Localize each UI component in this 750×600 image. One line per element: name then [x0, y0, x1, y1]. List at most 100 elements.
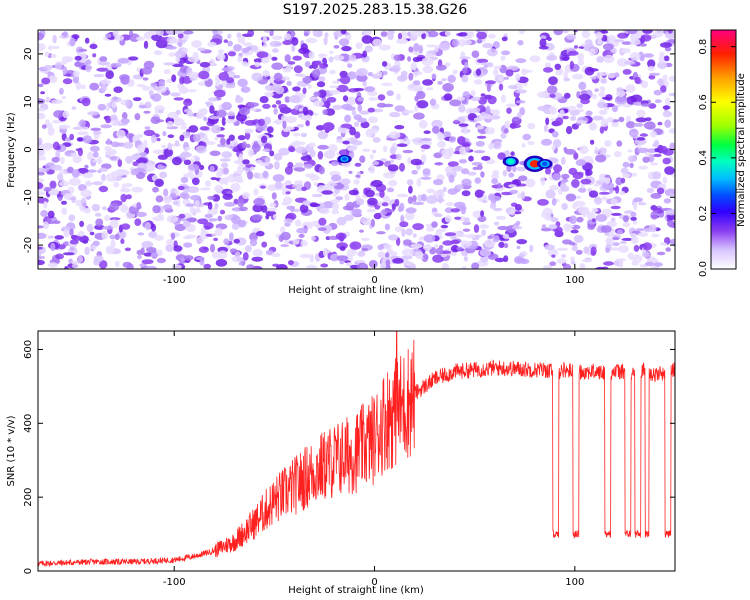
heatmap-cell	[633, 197, 643, 203]
heatmap-cell	[514, 204, 523, 211]
heatmap-cell	[574, 45, 578, 49]
heatmap-cell	[572, 172, 584, 180]
heatmap-cell	[545, 189, 556, 199]
heatmap-cell	[189, 206, 195, 214]
heatmap-cell	[493, 207, 503, 212]
heatmap-cell	[353, 114, 362, 121]
heatmap-cell	[604, 174, 611, 178]
heatmap-cell	[284, 54, 291, 63]
heatmap-cell	[420, 176, 432, 180]
heatmap-cell	[561, 173, 570, 179]
heatmap-cell	[447, 161, 459, 168]
heatmap-cell	[396, 153, 402, 161]
heatmap-cell	[498, 241, 505, 248]
heatmap-cell	[136, 202, 142, 210]
heatmap-cell	[342, 140, 350, 145]
heatmap-cell	[274, 181, 283, 190]
heatmap-cell	[227, 51, 237, 57]
heatmap-cell	[110, 156, 118, 161]
heatmap-cell	[647, 65, 655, 72]
snr-xlabel: Height of straight line (km)	[288, 585, 424, 596]
heatmap-cell	[461, 74, 469, 83]
heatmap-cell	[622, 161, 630, 168]
heatmap-cell	[154, 234, 165, 241]
heatmap-cell	[38, 178, 45, 183]
heatmap-cell	[215, 80, 221, 87]
heatmap-cell	[92, 181, 103, 186]
heatmap-cell	[509, 209, 516, 216]
snr-xtick-label: 100	[565, 577, 584, 588]
heatmap-cell	[87, 111, 99, 116]
heatmap-cell	[183, 242, 193, 248]
heatmap-cell	[588, 190, 599, 198]
heatmap-cell	[365, 189, 375, 198]
heatmap-cell	[156, 257, 166, 264]
heatmap-cell	[605, 94, 613, 101]
heatmap-cell	[467, 171, 477, 176]
heatmap-cell	[515, 58, 527, 64]
heatmap-cell	[638, 165, 648, 170]
heatmap-cell	[47, 210, 55, 219]
heatmap-cell	[599, 85, 606, 93]
heatmap-cell	[387, 164, 399, 172]
heatmap-cell	[615, 185, 620, 194]
heatmap-cell	[633, 122, 644, 127]
heatmap-cell	[274, 161, 280, 170]
heatmap-cell	[476, 58, 489, 64]
heatmap-cell	[629, 162, 634, 169]
heatmap-cell	[412, 233, 417, 238]
heatmap-cell	[637, 147, 649, 153]
heatmap-cell	[444, 232, 457, 237]
heatmap-cell	[382, 244, 392, 250]
heatmap-cell	[209, 243, 216, 253]
heatmap-cell	[197, 218, 209, 225]
heatmap-cell	[600, 118, 609, 127]
heatmap-cell	[646, 187, 655, 193]
heatmap-cell	[38, 191, 46, 196]
heatmap-cell	[540, 177, 546, 186]
heatmap-cell	[72, 155, 82, 164]
heatmap-cell	[515, 89, 527, 94]
heatmap-cell	[576, 103, 584, 109]
heatmap-cell	[543, 265, 553, 269]
heatmap-cell	[38, 137, 43, 146]
heatmap-cell	[178, 86, 189, 94]
heatmap-cell	[67, 244, 78, 248]
heatmap-cell	[402, 239, 412, 246]
heatmap-cell	[630, 216, 637, 221]
heatmap-cell	[637, 144, 642, 149]
colorbar-gradient	[710, 29, 737, 270]
heatmap-cell	[656, 187, 665, 195]
heatmap-cell	[425, 227, 435, 232]
heatmap-cell	[660, 42, 672, 48]
heatmap-cell	[71, 260, 80, 265]
heatmap-cell	[568, 50, 579, 56]
heatmap-cell	[501, 94, 506, 103]
heatmap-cell	[669, 223, 675, 228]
heatmap-cell	[407, 56, 412, 62]
heatmap-cell	[566, 34, 577, 40]
heatmap-cell	[479, 248, 492, 257]
heatmap-cell	[340, 30, 347, 35]
heatmap-cell	[280, 231, 291, 241]
heatmap-cell	[136, 249, 143, 255]
heatmap-cell	[318, 208, 330, 215]
heatmap-cell	[648, 72, 661, 76]
heatmap-cell	[573, 234, 584, 243]
heatmap-cell	[211, 124, 221, 134]
heatmap-cell	[570, 261, 576, 265]
heatmap-cell	[481, 155, 491, 161]
heatmap-cell	[547, 37, 552, 41]
heatmap-cell	[413, 112, 425, 120]
heatmap-cell	[71, 169, 80, 178]
heatmap-cell	[281, 201, 290, 206]
heatmap-cell	[604, 176, 611, 184]
heatmap-cell	[58, 87, 64, 95]
heatmap-cell	[71, 196, 77, 203]
heatmap-cell	[503, 242, 509, 249]
heatmap-cell	[68, 214, 76, 222]
heatmap-cell	[195, 145, 207, 154]
heatmap-cell	[385, 252, 390, 259]
heatmap-cell	[155, 86, 167, 93]
